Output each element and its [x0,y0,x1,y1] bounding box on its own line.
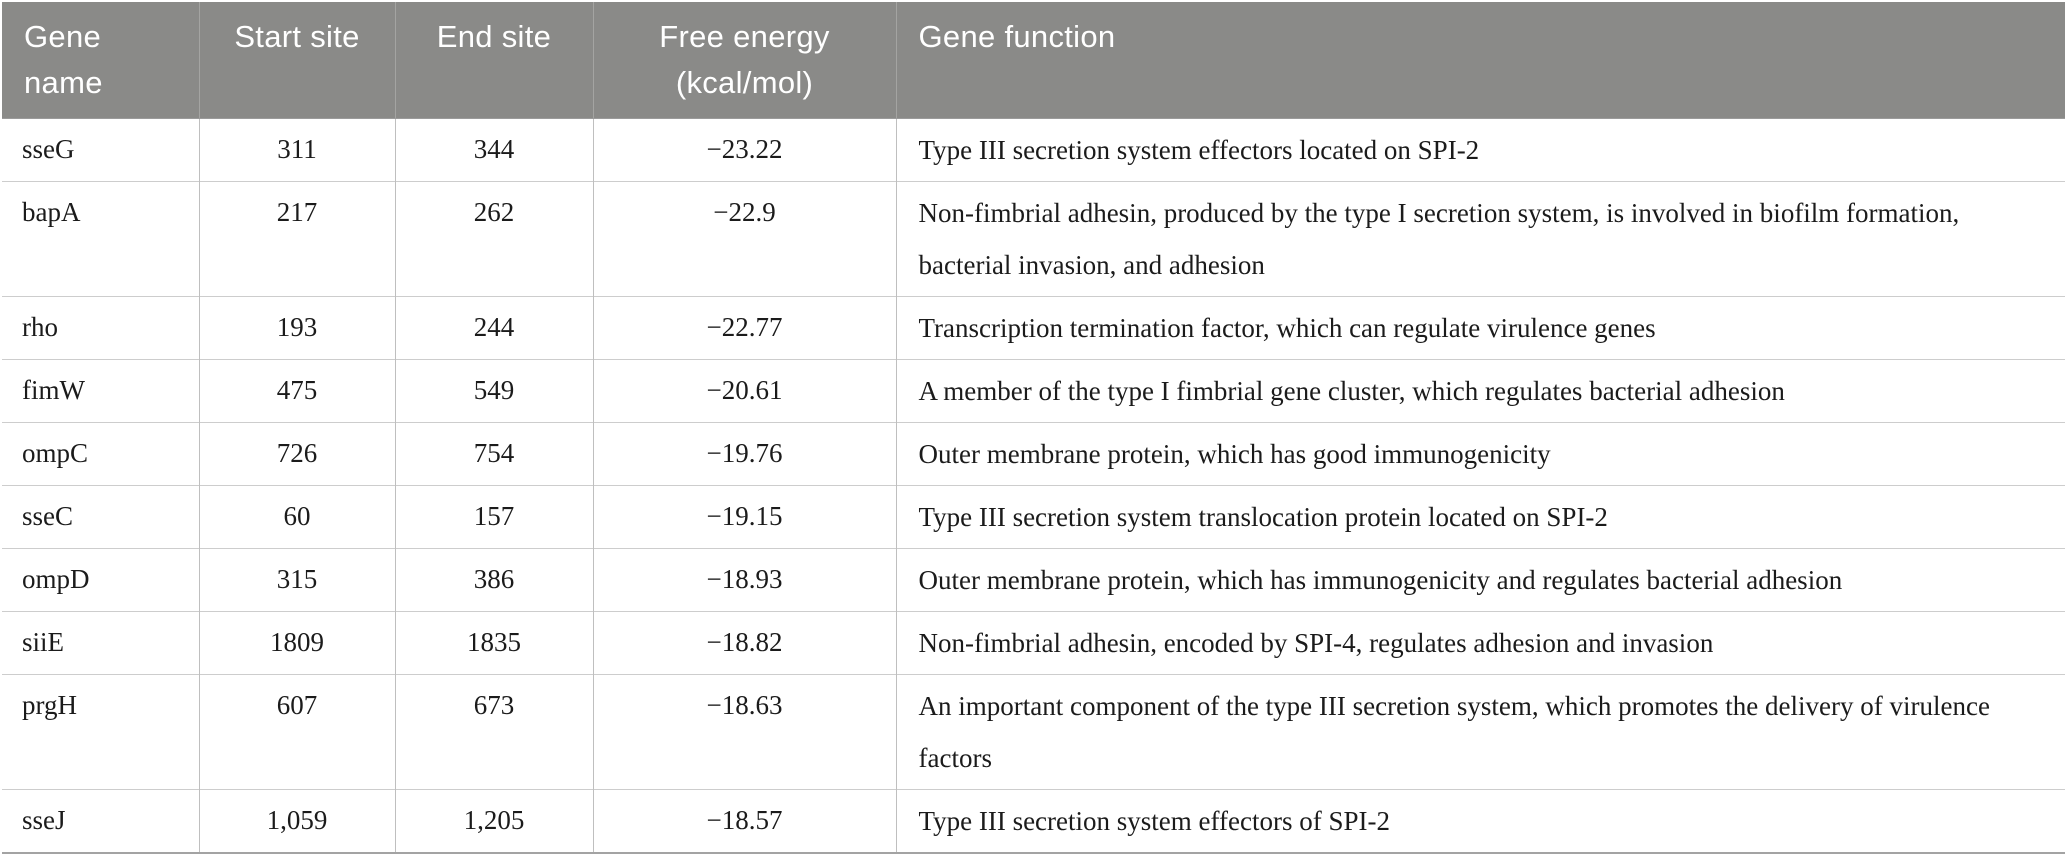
gene-function-cell: An important component of the type III s… [896,674,2065,790]
header-row: Gene name Start site End site Free energ… [2,2,2065,119]
free-energy-cell: −22.9 [593,181,897,297]
table-row: rho 193 244 −22.77 Transcription termina… [2,296,2065,360]
free-energy-cell: −18.93 [593,548,897,612]
start-site-cell: 475 [199,359,396,423]
column-header-start-site: Start site [199,2,396,119]
free-energy-cell: −20.61 [593,359,897,423]
gene-function-cell: Type III secretion system effectors of S… [896,789,2065,853]
start-site-cell: 315 [199,548,396,612]
end-site-cell: 1835 [395,611,594,675]
column-header-end-site: End site [395,2,594,119]
start-site-cell: 193 [199,296,396,360]
gene-function-cell: Type III secretion system effectors loca… [896,118,2065,182]
gene-name-cell: sseG [2,118,200,182]
end-site-cell: 344 [395,118,594,182]
free-energy-cell: −23.22 [593,118,897,182]
start-site-cell: 60 [199,485,396,549]
gene-function-cell: Transcription termination factor, which … [896,296,2065,360]
free-energy-cell: −19.76 [593,422,897,486]
gene-function-cell: Type III secretion system translocation … [896,485,2065,549]
table-row: sseG 311 344 −23.22 Type III secretion s… [2,118,2065,182]
free-energy-cell: −18.82 [593,611,897,675]
end-site-cell: 386 [395,548,594,612]
gene-name-cell: ompD [2,548,200,612]
free-energy-cell: −18.63 [593,674,897,790]
gene-function-cell: A member of the type I fimbrial gene clu… [896,359,2065,423]
free-energy-cell: −22.77 [593,296,897,360]
end-site-cell: 157 [395,485,594,549]
end-site-cell: 244 [395,296,594,360]
free-energy-cell: −19.15 [593,485,897,549]
gene-name-cell: fimW [2,359,200,423]
gene-name-cell: sseC [2,485,200,549]
start-site-cell: 726 [199,422,396,486]
table-row: sseC 60 157 −19.15 Type III secretion sy… [2,485,2065,549]
gene-name-cell: ompC [2,422,200,486]
free-energy-cell: −18.57 [593,789,897,853]
gene-name-cell: bapA [2,181,200,297]
column-header-gene-function: Gene function [896,2,2065,119]
end-site-cell: 1,205 [395,789,594,853]
end-site-cell: 754 [395,422,594,486]
gene-function-cell: Non-fimbrial adhesin, produced by the ty… [896,181,2065,297]
table-row: prgH 607 673 −18.63 An important compone… [2,674,2065,790]
table-row: siiE 1809 1835 −18.82 Non-fimbrial adhes… [2,611,2065,675]
start-site-cell: 1809 [199,611,396,675]
gene-function-cell: Outer membrane protein, which has immuno… [896,548,2065,612]
start-site-cell: 607 [199,674,396,790]
start-site-cell: 217 [199,181,396,297]
table-row: ompC 726 754 −19.76 Outer membrane prote… [2,422,2065,486]
gene-name-cell: siiE [2,611,200,675]
end-site-cell: 262 [395,181,594,297]
gene-name-cell: sseJ [2,789,200,853]
column-header-free-energy: Free energy (kcal/mol) [593,2,897,119]
table-row: fimW 475 549 −20.61 A member of the type… [2,359,2065,423]
gene-name-cell: prgH [2,674,200,790]
table-row: sseJ 1,059 1,205 −18.57 Type III secreti… [2,789,2065,853]
end-site-cell: 549 [395,359,594,423]
start-site-cell: 1,059 [199,789,396,853]
start-site-cell: 311 [199,118,396,182]
gene-name-cell: rho [2,296,200,360]
column-header-gene-name: Gene name [2,2,200,119]
gene-function-cell: Outer membrane protein, which has good i… [896,422,2065,486]
table-row: bapA 217 262 −22.9 Non-fimbrial adhesin,… [2,181,2065,297]
gene-function-cell: Non-fimbrial adhesin, encoded by SPI-4, … [896,611,2065,675]
end-site-cell: 673 [395,674,594,790]
table-row: ompD 315 386 −18.93 Outer membrane prote… [2,548,2065,612]
